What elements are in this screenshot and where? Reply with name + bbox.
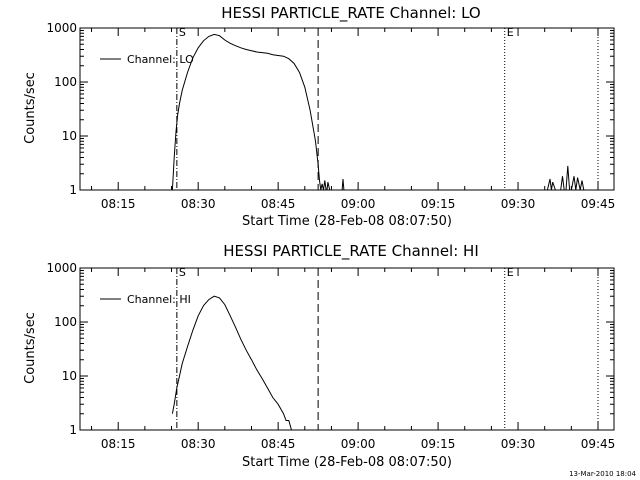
x-tick-label: 09:30 xyxy=(501,197,536,211)
chart-panel-lo: HESSI PARTICLE_RATE Channel: LO Counts/s… xyxy=(23,4,615,229)
x-tick-label: 09:45 xyxy=(581,197,616,211)
x-tick-label: 08:45 xyxy=(261,437,296,451)
event-marker-label: E xyxy=(507,26,514,39)
y-tick-label: 1 xyxy=(69,183,77,197)
x-tick-label: 08:30 xyxy=(181,197,216,211)
chart-panel-hi: HESSI PARTICLE_RATE Channel: HI Counts/s… xyxy=(23,242,615,470)
y-tick-label: 100 xyxy=(54,75,77,89)
event-marker-label: S xyxy=(179,26,186,39)
y-tick-label: 1000 xyxy=(46,261,77,275)
series-line xyxy=(171,33,585,191)
legend-label: Channel: LO xyxy=(127,53,194,66)
x-tick-label: 09:45 xyxy=(581,437,616,451)
event-marker-label: S xyxy=(179,266,186,279)
legend-label: Channel: HI xyxy=(127,293,191,306)
timestamp: 13-Mar-2010 18:04 xyxy=(569,470,636,478)
chart-title: HESSI PARTICLE_RATE Channel: HI xyxy=(223,242,479,261)
y-tick-label: 10 xyxy=(62,129,77,143)
x-tick-label: 08:30 xyxy=(181,437,216,451)
x-tick-label: 09:15 xyxy=(421,197,456,211)
x-axis-label: Start Time (28-Feb-08 08:07:50) xyxy=(242,214,452,229)
y-tick-label: 1000 xyxy=(46,21,77,35)
x-tick-label: 08:15 xyxy=(101,437,136,451)
plot-frame xyxy=(79,267,615,431)
y-axis-label: Counts/sec xyxy=(23,312,38,384)
x-axis-label: Start Time (28-Feb-08 08:07:50) xyxy=(242,455,452,470)
series-line xyxy=(171,295,292,431)
event-marker-label: E xyxy=(507,266,514,279)
x-tick-label: 09:00 xyxy=(341,197,376,211)
x-tick-label: 08:15 xyxy=(101,197,136,211)
y-tick-label: 100 xyxy=(54,315,77,329)
y-tick-label: 1 xyxy=(69,423,77,437)
y-axis-label: Counts/sec xyxy=(23,72,38,144)
x-tick-label: 08:45 xyxy=(261,197,296,211)
x-tick-label: 09:15 xyxy=(421,437,456,451)
x-tick-label: 09:30 xyxy=(501,437,536,451)
x-tick-label: 09:00 xyxy=(341,437,376,451)
y-tick-label: 10 xyxy=(62,369,77,383)
chart-title: HESSI PARTICLE_RATE Channel: LO xyxy=(221,4,480,23)
